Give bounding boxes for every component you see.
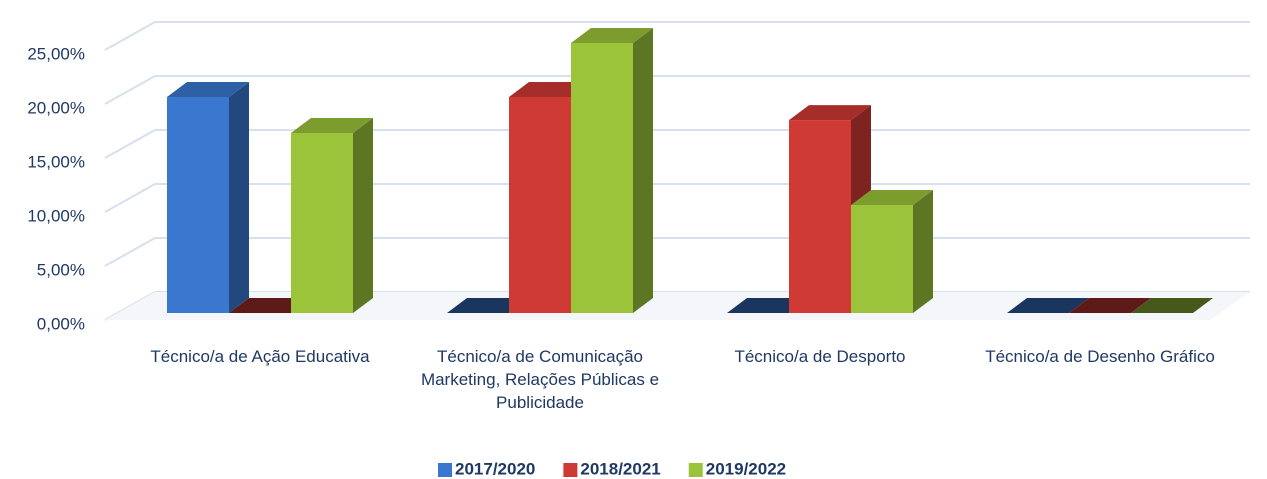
x-tick-label: Técnico/a de Comunicação Marketing, Rela… xyxy=(420,347,660,412)
y-tick-label: 5,00% xyxy=(37,260,85,279)
bar-top xyxy=(229,298,311,313)
bar-top xyxy=(1069,298,1151,313)
grid-line xyxy=(104,21,1250,51)
bar xyxy=(1069,298,1151,313)
bar xyxy=(1007,298,1089,313)
y-tick-label: 0,00% xyxy=(37,314,85,333)
x-tick-label: Técnico/a de Desenho Gráfico xyxy=(985,347,1215,366)
bar-front xyxy=(789,120,851,313)
grid-line xyxy=(104,129,1250,159)
bar-side xyxy=(913,190,933,313)
bar-top xyxy=(167,82,249,97)
x-tick-label: Técnico/a de Desporto xyxy=(734,347,906,366)
bar-top xyxy=(509,82,591,97)
bar-top xyxy=(727,298,809,313)
bar-side xyxy=(353,117,373,314)
x-tick-label: Técnico/a de Ação Educativa xyxy=(150,347,370,366)
bar-top xyxy=(447,298,529,313)
grid-line xyxy=(104,183,1250,213)
y-tick-label: 20,00% xyxy=(27,98,85,117)
y-tick-label: 10,00% xyxy=(27,206,85,225)
bar-side xyxy=(633,28,653,313)
bar-side xyxy=(229,82,249,313)
bar-front xyxy=(509,97,571,313)
legend: 2017/2020 2018/2021 2019/2022 xyxy=(438,459,786,478)
bar-top xyxy=(1007,298,1089,313)
legend-label: 2018/2021 xyxy=(580,459,660,478)
grid-line xyxy=(104,75,1250,105)
bar xyxy=(727,298,809,313)
bar xyxy=(571,28,653,313)
bar-top xyxy=(1131,298,1213,313)
bar xyxy=(167,82,249,313)
bar-front xyxy=(851,205,913,313)
bar-top xyxy=(291,117,373,133)
grid-line xyxy=(104,237,1250,267)
bar-top xyxy=(851,190,933,205)
bar xyxy=(851,190,933,313)
floor xyxy=(105,292,1250,320)
legend-label: 2017/2020 xyxy=(455,459,535,478)
bar xyxy=(1131,298,1213,313)
y-tick-label: 15,00% xyxy=(27,152,85,171)
legend-swatch xyxy=(438,463,452,477)
bar xyxy=(229,298,311,313)
bar xyxy=(447,298,529,313)
bar-front xyxy=(291,132,353,313)
bar-front xyxy=(571,43,633,313)
y-tick-label: 25,00% xyxy=(27,44,85,63)
bar-top xyxy=(789,105,871,121)
legend-swatch xyxy=(688,463,703,477)
bar xyxy=(291,117,373,314)
legend-swatch xyxy=(563,463,578,477)
bar-front xyxy=(167,97,229,313)
legend-label: 2019/2022 xyxy=(706,459,786,478)
bar-top xyxy=(571,28,653,43)
